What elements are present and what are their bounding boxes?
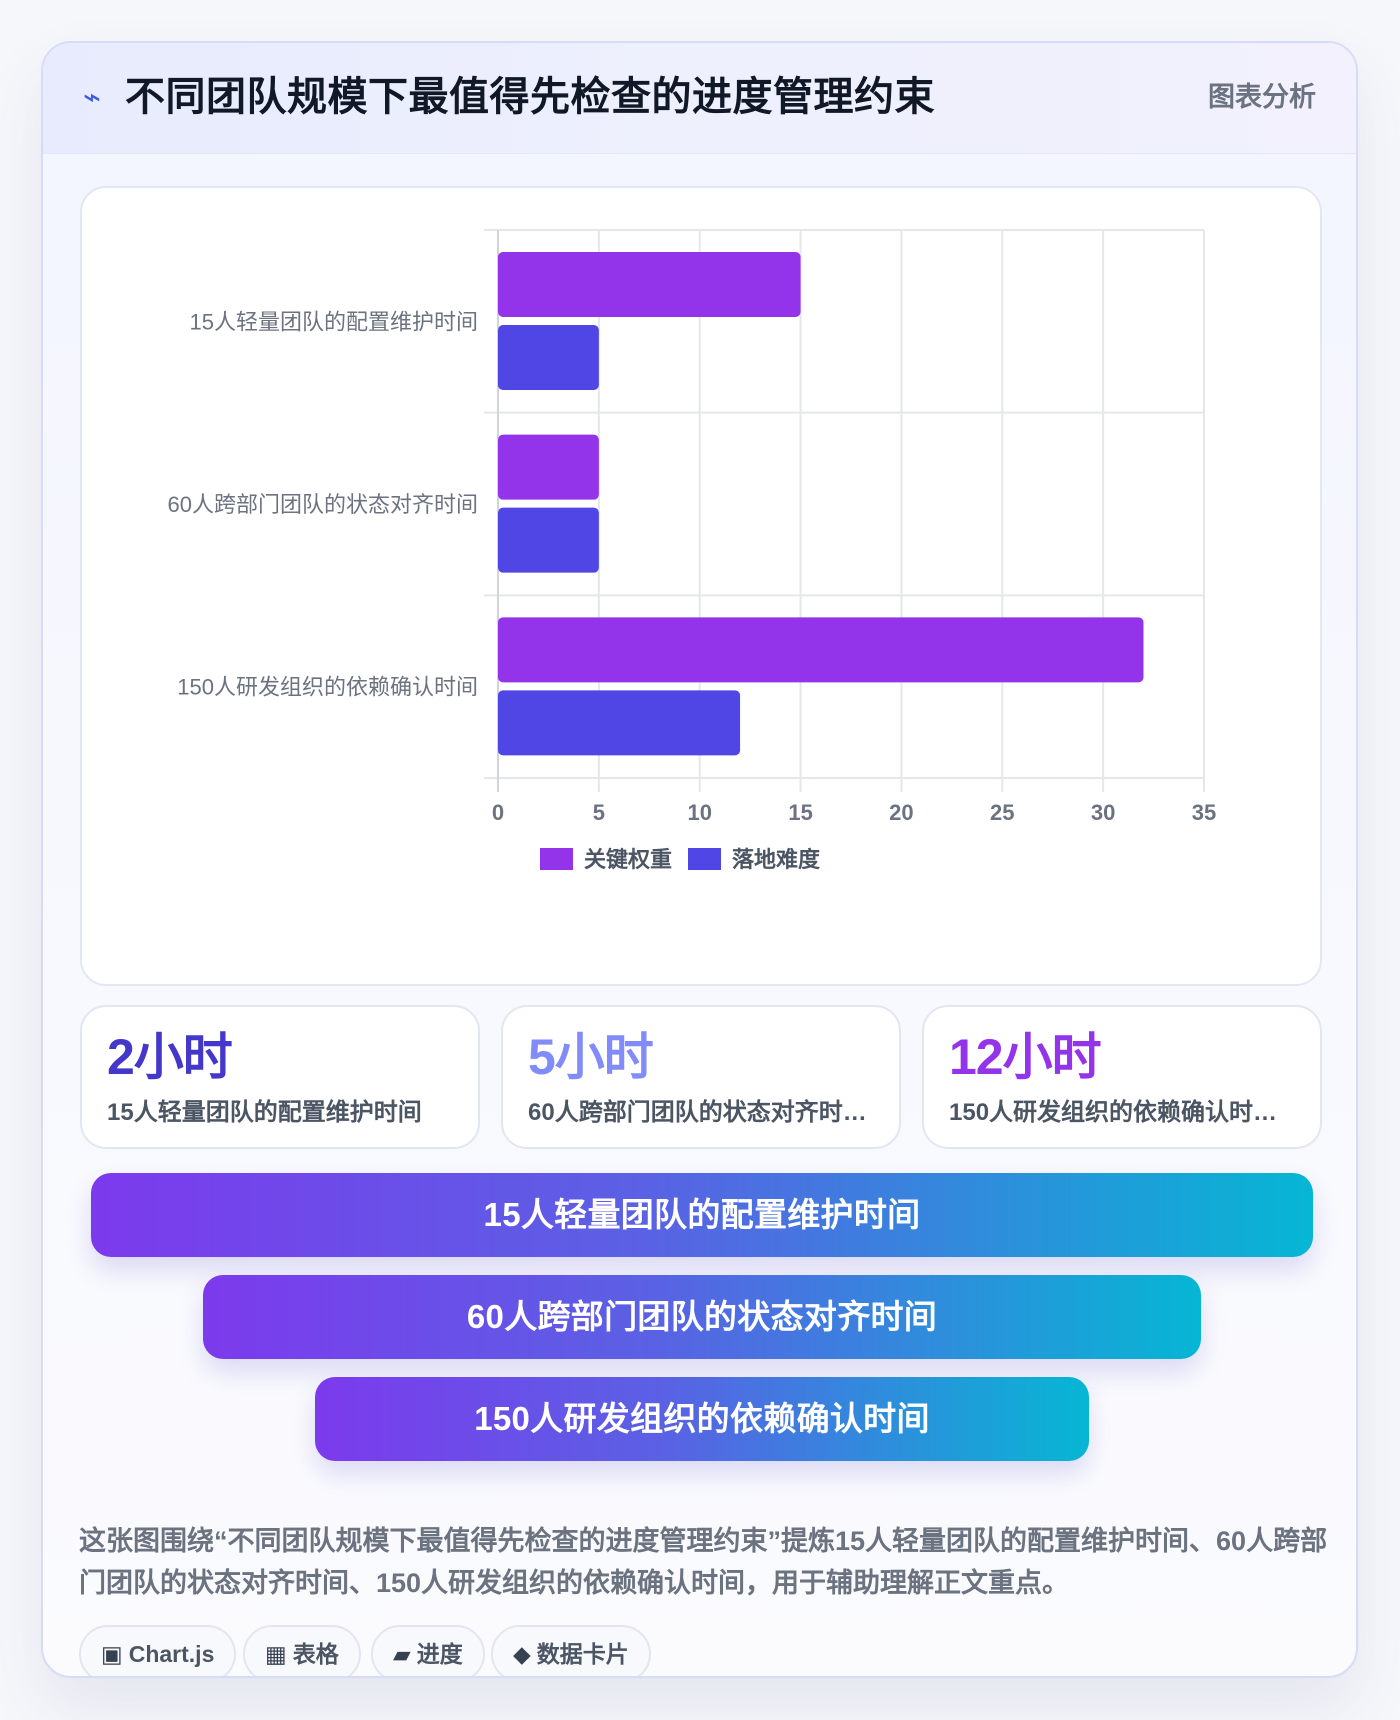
diamond-icon: ◆: [513, 1642, 531, 1668]
x-tick-label: 30: [1091, 800, 1115, 825]
stat-card: 5小时 60人跨部门团队的状态对齐时…: [501, 1005, 901, 1149]
stat-value: 5小时: [528, 1029, 654, 1085]
tag-label: Chart.js: [128, 1641, 215, 1667]
stat-cards: 2小时 15人轻量团队的配置维护时间 5小时 60人跨部门团队的状态对齐时… 1…: [80, 1005, 1322, 1149]
funnel-step: 60人跨部门团队的状态对齐时间: [203, 1275, 1201, 1359]
tag-progress[interactable]: ▰ 进度: [371, 1625, 485, 1676]
stat-label: 15人轻量团队的配置维护时间: [107, 1099, 422, 1126]
stat-card: 12小时 150人研发组织的依赖确认时…: [922, 1005, 1322, 1149]
bar: [498, 434, 599, 500]
funnel-step: 150人研发组织的依赖确认时间: [315, 1377, 1089, 1461]
legend-swatch: [688, 848, 721, 870]
stat-value: 2小时: [107, 1029, 233, 1085]
y-tick-label: 60人跨部门团队的状态对齐时间: [168, 492, 478, 517]
bar: [498, 617, 1144, 683]
y-tick-label: 150人研发组织的依赖确认时间: [177, 675, 478, 700]
tag-chartjs[interactable]: ▣ Chart.js: [79, 1625, 237, 1676]
figure-caption: 这张图围绕“不同团队规模下最值得先检查的进度管理约束”提炼15人轻量团队的配置维…: [79, 1526, 1328, 1598]
bar: [498, 252, 801, 317]
bar: [498, 690, 741, 756]
x-tick-label: 15: [788, 800, 812, 825]
funnel-step: 15人轻量团队的配置维护时间: [91, 1173, 1313, 1257]
legend-label: 落地难度: [732, 847, 821, 872]
stat-label: 60人跨部门团队的状态对齐时…: [528, 1099, 867, 1126]
x-tick-label: 10: [687, 800, 711, 825]
legend-label: 关键权重: [584, 847, 672, 872]
bar: [498, 325, 599, 390]
legend-swatch: [540, 848, 573, 870]
tag-label: 数据卡片: [536, 1641, 629, 1667]
bar: [498, 507, 599, 573]
x-tick-label: 20: [889, 800, 913, 825]
tag-label: 表格: [292, 1641, 339, 1667]
lightning-icon: ⌁: [83, 80, 102, 115]
stat-value: 12小时: [949, 1029, 1102, 1085]
tag-table[interactable]: ▦ 表格: [243, 1625, 361, 1676]
chart-icon: ▣: [101, 1642, 123, 1668]
card-header: ⌁ 不同团队规模下最值得先检查的进度管理约束 图表分析: [43, 43, 1356, 154]
table-icon: ▦: [265, 1642, 287, 1668]
tag-data-card[interactable]: ◆ 数据卡片: [491, 1625, 651, 1676]
x-tick-label: 25: [990, 800, 1014, 825]
y-tick-label: 15人轻量团队的配置维护时间: [190, 309, 478, 334]
x-tick-label: 35: [1192, 800, 1216, 825]
tag-label: 进度: [416, 1641, 463, 1667]
chart-panel: 15人轻量团队的配置维护时间 60人跨部门团队的状态对齐时间 150人研发组织的依赖…: [80, 186, 1322, 986]
chart-analysis-tag: 图表分析: [1208, 82, 1316, 112]
bar-chart: 15人轻量团队的配置维护时间 60人跨部门团队的状态对齐时间 150人研发组织的依赖…: [168, 229, 1216, 872]
stat-card: 2小时 15人轻量团队的配置维护时间: [80, 1005, 480, 1149]
progress-icon: ▰: [393, 1642, 411, 1668]
x-tick-label: 5: [593, 800, 605, 825]
page-title: 不同团队规模下最值得先检查的进度管理约束: [125, 75, 935, 119]
x-tick-label: 0: [492, 800, 504, 825]
stat-label: 150人研发组织的依赖确认时…: [949, 1099, 1278, 1126]
figure-card: ⌁ 不同团队规模下最值得先检查的进度管理约束 图表分析 15人轻量团队的配置维护…: [41, 41, 1358, 1678]
